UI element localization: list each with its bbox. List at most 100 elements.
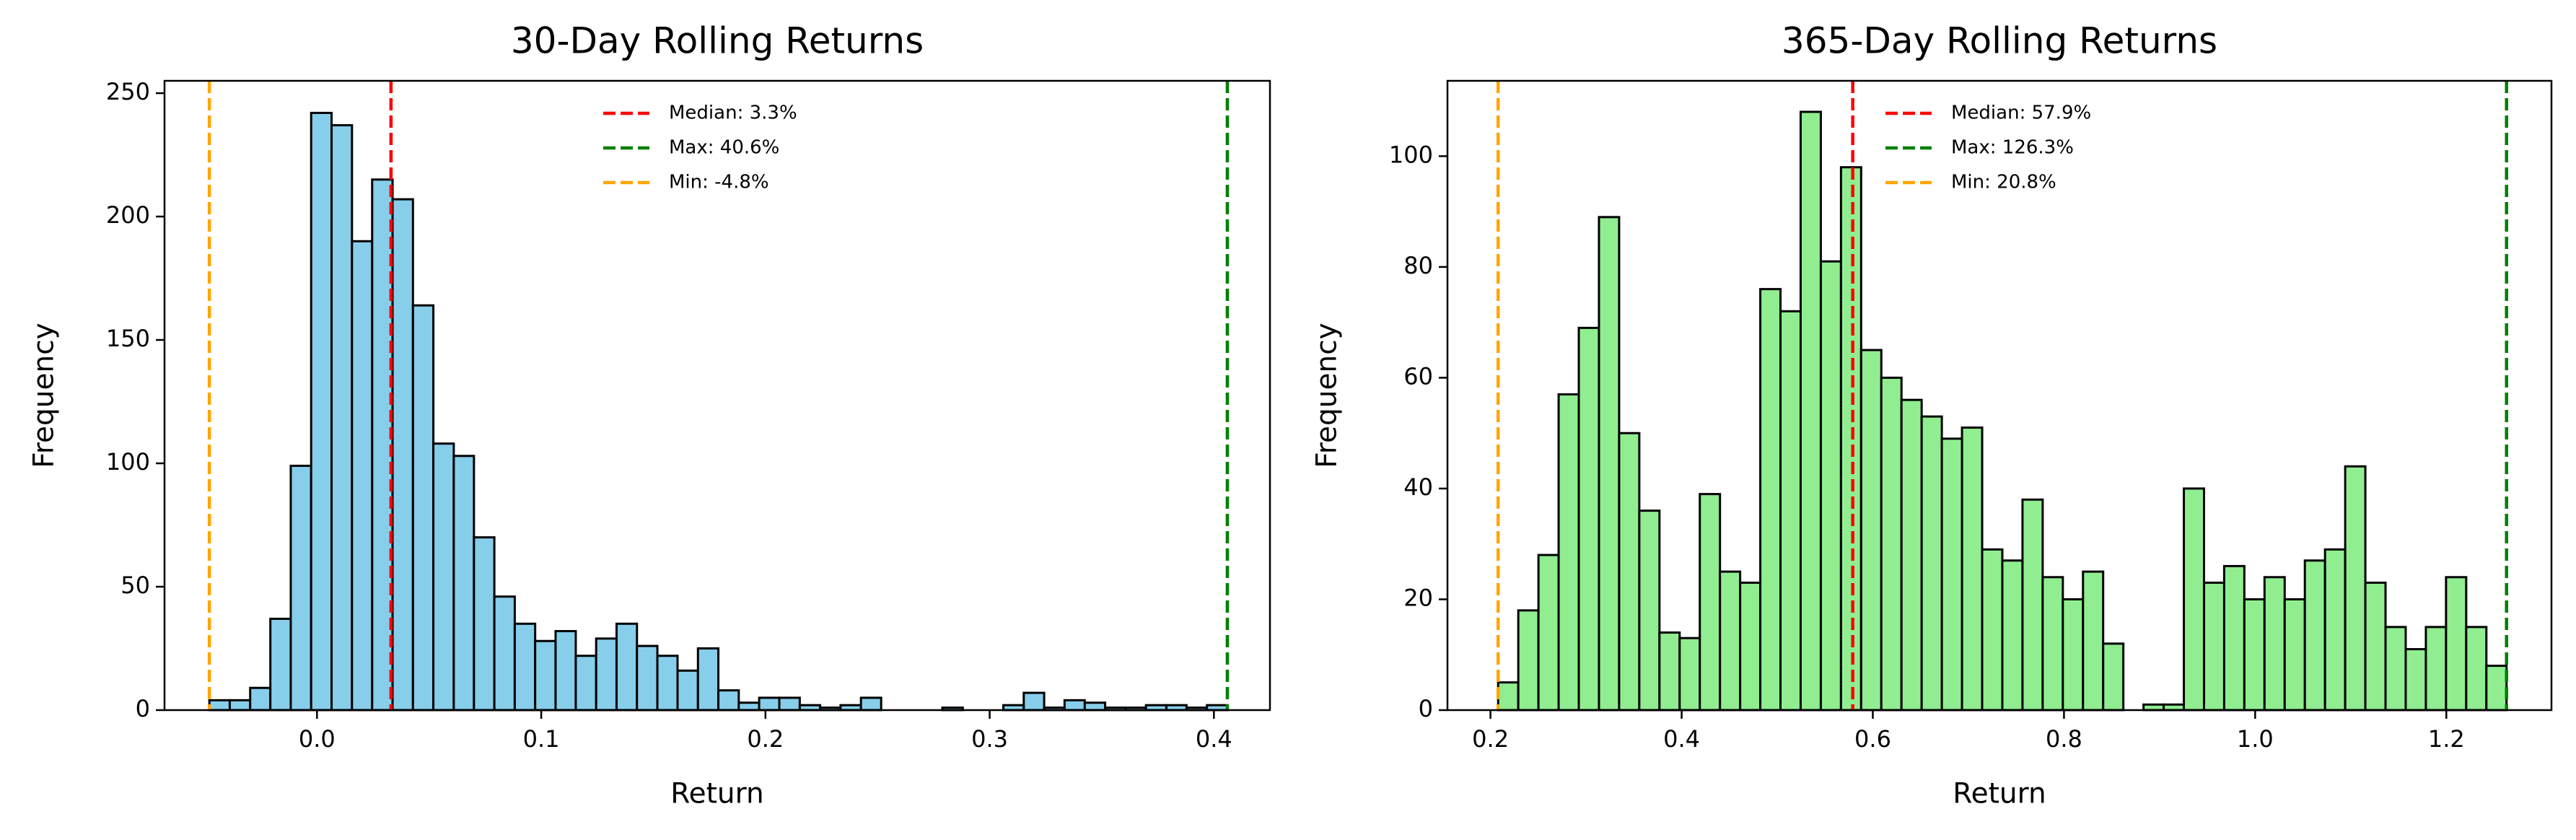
y-axis-label: Frequency (1311, 323, 1344, 468)
x-tick-label: 0.8 (2046, 725, 2082, 753)
legend-label: Min: 20.8% (1951, 172, 2056, 193)
bar (1880, 376, 1903, 712)
bar (330, 124, 354, 712)
x-tick-label: 0.2 (1472, 725, 1509, 753)
y-tick-label: 250 (106, 78, 150, 105)
bar (1537, 554, 1560, 712)
bar (2041, 576, 2064, 712)
x-tick-label: 1.0 (2237, 725, 2274, 753)
bar (2384, 626, 2407, 712)
plot-frame (1446, 79, 2553, 712)
bar (310, 111, 333, 712)
legend-label: Min: -4.8% (669, 172, 769, 193)
x-tick-label: 0.4 (1196, 725, 1232, 753)
legend-label: Max: 40.6% (669, 137, 779, 159)
bar (1940, 437, 1963, 712)
bar (289, 464, 312, 712)
legend-label: Median: 57.9% (1951, 102, 2091, 124)
bar (1759, 288, 1782, 712)
y-tick-label: 200 (106, 201, 150, 229)
bar (1063, 699, 1086, 712)
bar (432, 442, 455, 712)
bar (2263, 576, 2286, 712)
bar (1900, 398, 1923, 712)
bar (1497, 681, 1520, 712)
bar (473, 536, 496, 712)
y-axis-label: Frequency (28, 323, 61, 468)
bar (2465, 626, 2488, 712)
bar (2243, 598, 2266, 712)
x-tick-label: 1.2 (2428, 725, 2465, 753)
bar (2183, 487, 2205, 712)
chart-title: 365-Day Rolling Returns (1782, 20, 2217, 62)
bar (2102, 642, 2125, 712)
legend-label: Max: 126.3% (1951, 137, 2074, 159)
x-tick-label: 0.6 (1854, 725, 1891, 753)
x-tick-label: 0.3 (971, 725, 1008, 753)
bar (2082, 570, 2105, 712)
bar (1799, 110, 1822, 712)
y-tick-label: 100 (106, 448, 150, 476)
bar (1577, 326, 1600, 712)
chart-title: 30-Day Rolling Returns (511, 20, 924, 62)
y-tick-label: 60 (1403, 362, 1433, 390)
bar (1517, 609, 1540, 712)
bar (391, 198, 414, 712)
bar (2344, 465, 2367, 712)
bar (636, 644, 659, 712)
bar (2364, 581, 2387, 712)
bar (737, 701, 761, 712)
x-tick-label: 0.1 (523, 725, 560, 753)
y-tick-label: 100 (1389, 141, 1433, 168)
bar (2404, 648, 2427, 712)
bar (513, 622, 537, 712)
x-tick-label: 0.2 (747, 725, 784, 753)
bar (2202, 581, 2225, 712)
bar (859, 696, 882, 712)
bar (249, 686, 272, 712)
y-tick-label: 80 (1403, 252, 1433, 279)
bar (208, 699, 231, 712)
bar (574, 655, 597, 712)
bar (269, 617, 292, 712)
bar (2303, 559, 2326, 712)
bar (1658, 631, 1681, 712)
bar (778, 696, 801, 712)
bar (2062, 598, 2085, 712)
bar (676, 669, 699, 712)
x-tick-label: 0.0 (299, 725, 336, 753)
bar (228, 699, 252, 712)
bar (1083, 701, 1107, 712)
bar (1920, 415, 1943, 712)
bar (1819, 260, 1842, 712)
bar (1779, 310, 1802, 712)
bar (656, 655, 679, 712)
bar (1699, 493, 1722, 712)
x-axis-label: Return (670, 778, 763, 810)
bar (2222, 564, 2246, 712)
y-tick-label: 0 (1419, 695, 1433, 722)
bar (1638, 509, 1661, 712)
y-tick-label: 150 (106, 325, 150, 352)
bar (2283, 598, 2306, 712)
y-tick-label: 20 (1403, 584, 1433, 611)
plot-frame (163, 79, 1271, 712)
bar (411, 304, 435, 712)
bar (595, 637, 618, 712)
legend-label: Median: 3.3% (669, 102, 797, 124)
bar (2485, 665, 2508, 712)
bar (1618, 432, 1641, 712)
bar (758, 696, 781, 712)
bar (2445, 576, 2468, 712)
bar (2424, 626, 2448, 712)
bar (2021, 498, 2044, 712)
bar (615, 622, 639, 712)
bar (1022, 691, 1046, 712)
bar (1859, 349, 1883, 712)
y-tick-label: 50 (121, 572, 150, 599)
bar (534, 639, 557, 712)
bar (554, 630, 577, 712)
bar (1839, 166, 1862, 712)
